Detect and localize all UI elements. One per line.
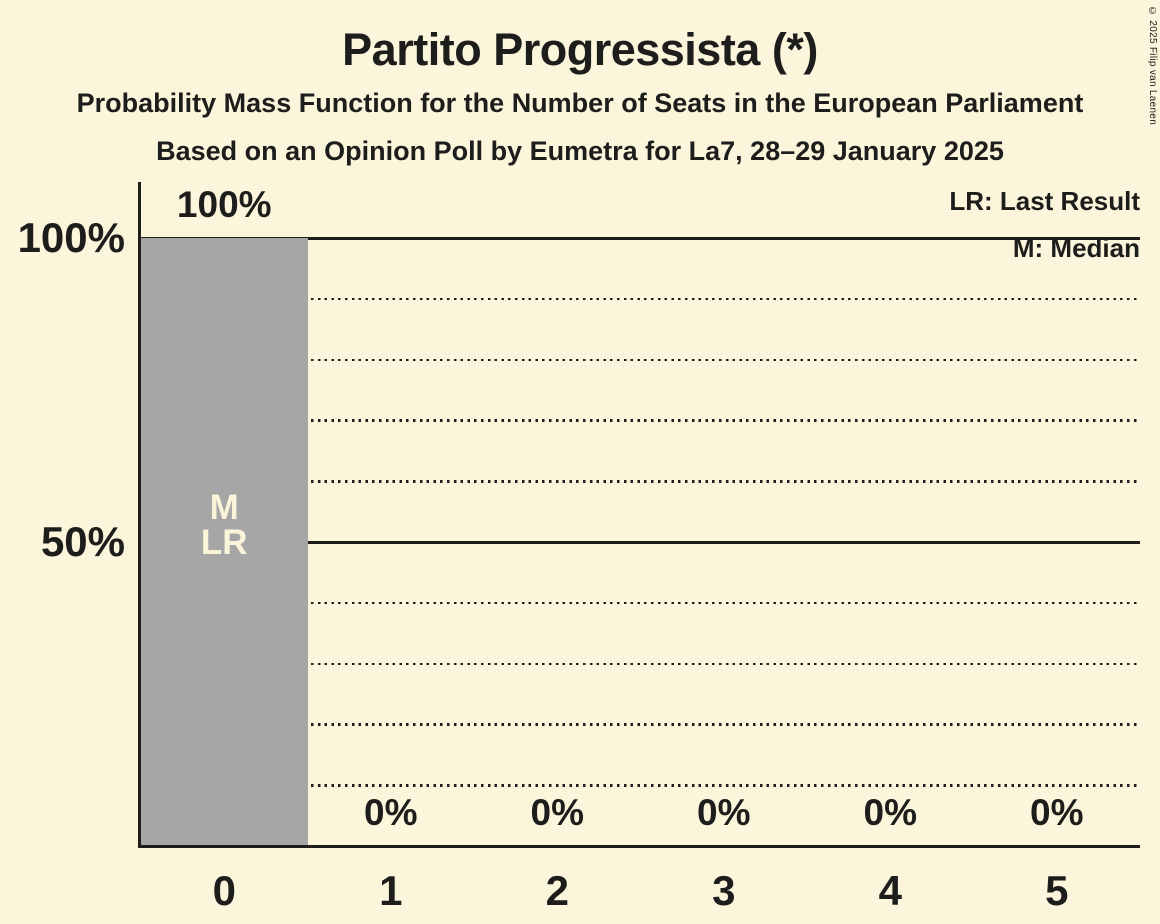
copyright-notice: © 2025 Filip van Laenen: [1147, 6, 1158, 126]
y-axis-line: [138, 182, 141, 848]
gridline-dotted-20pct: [141, 723, 1140, 726]
gridline-solid-50pct: [141, 540, 1140, 544]
bar-value-label-4: 0%: [863, 792, 917, 833]
annotation-line-lr: LR: [200, 522, 248, 562]
bar-seats-0: [141, 238, 308, 846]
gridline-dotted-70pct: [141, 419, 1140, 422]
x-tick-label-0: 0: [212, 867, 236, 914]
plot-area: 100% 0% 0% 0% 0% 0% M LR: [141, 186, 1140, 846]
chart-title: Partito Progressista (*): [342, 24, 818, 75]
bar-value-label-5: 0%: [1030, 792, 1084, 833]
chart-subtitle: Probability Mass Function for the Number…: [76, 88, 1084, 118]
x-tick-label-4: 4: [878, 867, 902, 914]
median-last-result-annotation: M LR: [141, 490, 308, 560]
legend-label-last-result: LR: Last Result: [949, 186, 1140, 216]
chart-source-line: Based on an Opinion Poll by Eumetra for …: [156, 136, 1004, 166]
gridline-dotted-90pct: [141, 297, 1140, 301]
y-tick-label-100pct: 100%: [17, 214, 125, 261]
x-tick-label-1: 1: [379, 867, 403, 914]
gridline-solid-100pct: [141, 236, 1140, 240]
bar-value-label-0: 100%: [176, 184, 272, 225]
x-tick-label-5: 5: [1045, 867, 1069, 914]
bar-value-label-3: 0%: [697, 792, 751, 833]
x-tick-label-2: 2: [545, 867, 569, 914]
bar-value-label-2: 0%: [530, 792, 584, 833]
gridline-dotted-10pct: [141, 784, 1140, 787]
legend-label-median: M: Median: [1012, 233, 1140, 263]
gridline-dotted-40pct: [141, 601, 1140, 605]
bar-value-label-1: 0%: [364, 792, 418, 833]
gridline-dotted-30pct: [141, 662, 1140, 666]
y-tick-label-50pct: 50%: [40, 518, 125, 565]
gridline-dotted-80pct: [141, 358, 1140, 362]
annotation-line-m: M: [209, 487, 239, 527]
gridline-dotted-60pct: [141, 480, 1140, 483]
x-tick-label-3: 3: [712, 867, 736, 914]
x-axis-line: [138, 845, 1140, 848]
